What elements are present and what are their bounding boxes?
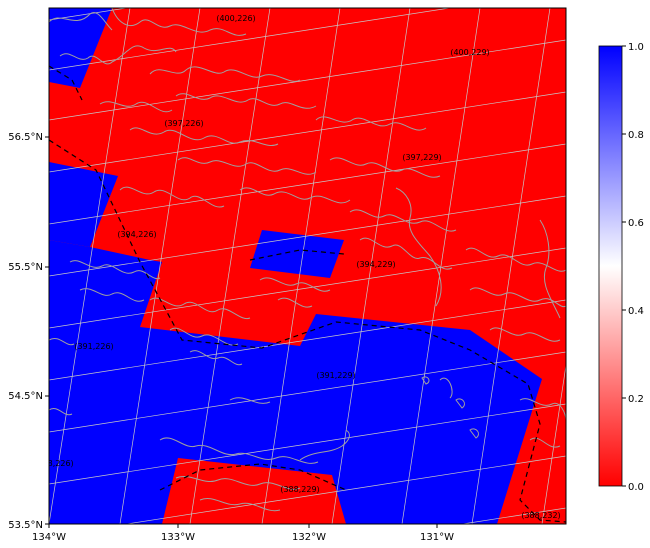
colorbar-tick-label: 0.4: [628, 306, 644, 317]
tile-label: (388,226): [34, 459, 73, 468]
tile-label: (394,229): [356, 260, 395, 269]
tile-label: (391,229): [316, 371, 355, 380]
tile-label: (397,229): [402, 153, 441, 162]
colorbar-tick-label: 0.6: [628, 218, 644, 229]
colorbar: 1.0 0.8 0.6 0.4 0.2 0.0: [598, 42, 644, 493]
tile-label: (388,232): [521, 511, 560, 520]
dashed-boundary: [49, 139, 566, 523]
coastline: [49, 8, 566, 512]
map-frame: [48, 7, 567, 525]
lat-label: 53.5°N: [8, 520, 43, 531]
lon-label: 133°W: [161, 532, 195, 543]
blue-tile-lower-band: [49, 240, 542, 524]
lon-label: 134°W: [32, 532, 66, 543]
tile-label: (394,226): [117, 230, 156, 239]
dashed-boundary-b: [159, 463, 347, 491]
blue-tile-center: [250, 230, 344, 278]
tile-label: (397,226): [164, 119, 203, 128]
lon-label: 131°W: [420, 532, 454, 543]
blue-tile-left: [49, 162, 118, 247]
map-area: (400,226) (400,229) (397,226) (397,229) …: [34, 8, 566, 524]
colorbar-tick-label: 0.0: [628, 482, 644, 493]
tile-label: (400,229): [450, 48, 489, 57]
lat-label: 54.5°N: [8, 391, 43, 402]
graticule: [49, 8, 566, 524]
colorbar-tick-label: 0.8: [628, 130, 644, 141]
colorbar-gradient: [598, 45, 623, 487]
blue-tile-top-left: [49, 8, 112, 88]
longitude-axis: 134°W 133°W 132°W 131°W: [32, 524, 454, 543]
lon-label: 132°W: [292, 532, 326, 543]
tile-label: (388,229): [280, 485, 319, 494]
colorbar-tick-label: 1.0: [628, 42, 644, 53]
lat-label: 55.5°N: [8, 262, 43, 273]
colorbar-tick-label: 0.2: [628, 394, 644, 405]
tile-label: (391,226): [74, 342, 113, 351]
latitude-axis: 56.5°N 55.5°N 54.5°N 53.5°N: [8, 132, 49, 531]
lat-label: 56.5°N: [8, 132, 43, 143]
tile-label: (400,226): [216, 14, 255, 23]
